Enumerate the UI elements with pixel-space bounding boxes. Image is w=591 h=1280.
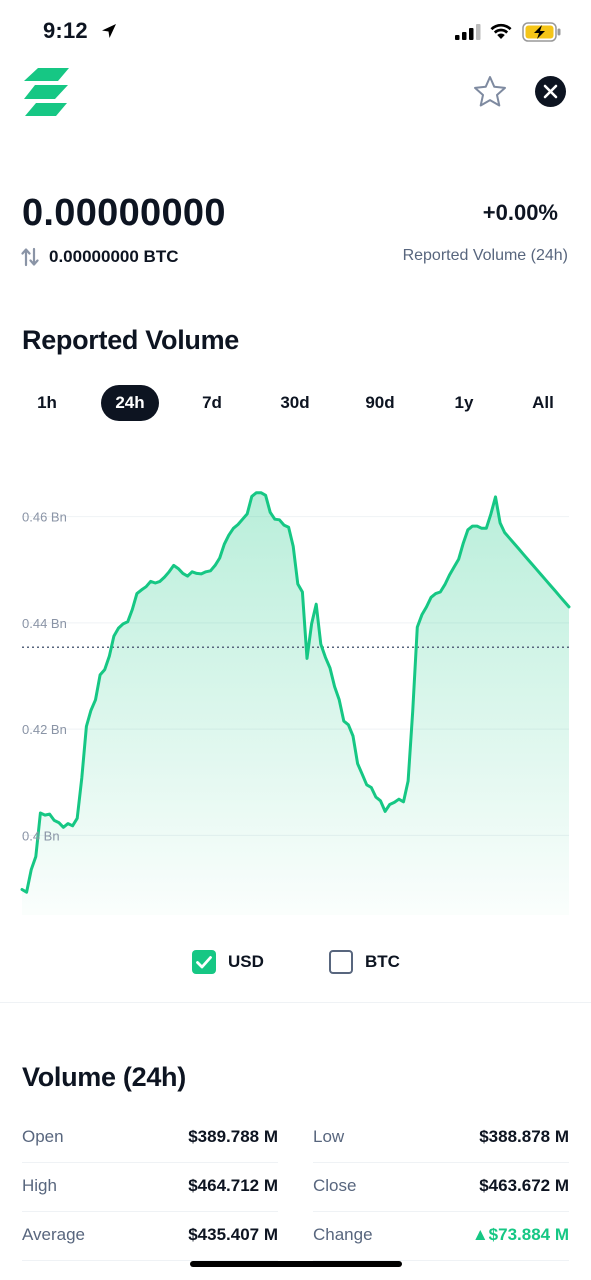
range-tab-1h[interactable]: 1h [37, 393, 57, 412]
close-icon [543, 84, 558, 99]
reported-volume-label: Reported Volume (24h) [402, 247, 568, 264]
btc-amount: 0.00000000 BTC [49, 247, 179, 266]
checkmark-icon [196, 956, 212, 969]
swap-arrows-icon[interactable] [21, 247, 39, 267]
stat-label: Close [313, 1176, 357, 1195]
change-percentage: +0.00% [482, 200, 558, 225]
stat-value: $388.878 M [479, 1127, 569, 1146]
chart-section-title: Reported Volume [22, 325, 240, 355]
legend-btc-toggle[interactable]: BTC [329, 948, 400, 976]
y-tick-label: 0.46 Bn [22, 510, 67, 525]
status-time: 9:12 [43, 18, 88, 43]
wifi-icon [490, 23, 512, 39]
stat-value: $463.672 M [479, 1176, 569, 1195]
stat-value-change: ▲$73.884 M [471, 1225, 569, 1244]
y-tick-label: 0.4 Bn [22, 828, 60, 843]
star-icon [474, 76, 506, 107]
range-tab-24h[interactable]: 24h [101, 385, 159, 421]
converted-amount: 0.00000000 [22, 192, 226, 234]
chart-series-line [20, 491, 571, 894]
range-tab-1y[interactable]: 1y [454, 393, 474, 412]
y-tick-label: 0.42 Bn [22, 722, 67, 737]
stat-value: $435.407 M [188, 1225, 278, 1244]
status-bar: 9:12 [0, 0, 591, 62]
stat-row-open: Open $389.788 M [22, 1115, 278, 1163]
favorite-button[interactable] [472, 74, 508, 110]
legend-btc-label: BTC [365, 952, 400, 971]
stat-row-low: Low $388.878 M [313, 1115, 569, 1163]
usd-checkbox[interactable] [192, 950, 216, 974]
brand-lightning-logo [24, 68, 69, 116]
cellular-signal-icon [455, 24, 481, 40]
stat-value: $464.712 M [188, 1176, 278, 1195]
location-arrow-icon [102, 24, 116, 38]
btc-checkbox[interactable] [329, 950, 353, 974]
legend-usd-toggle[interactable]: USD [192, 948, 264, 976]
legend-usd-label: USD [228, 952, 264, 971]
home-indicator [190, 1261, 402, 1267]
battery-charging-icon [522, 22, 561, 42]
volume-area-chart[interactable]: 0.46 Bn 0.44 Bn 0.42 Bn 0.4 Bn [0, 470, 591, 920]
stat-row-high: High $464.712 M [22, 1164, 278, 1212]
volume-section-title: Volume (24h) [22, 1062, 186, 1092]
range-tab-30d[interactable]: 30d [280, 393, 310, 412]
stat-label: Low [313, 1127, 345, 1146]
section-divider [0, 1002, 591, 1003]
stat-row-close: Close $463.672 M [313, 1164, 569, 1212]
stat-label: High [22, 1176, 57, 1195]
range-tab-90d[interactable]: 90d [365, 393, 395, 412]
range-tab-all[interactable]: All [532, 393, 554, 412]
range-tab-7d[interactable]: 7d [202, 393, 222, 412]
stat-label: Average [22, 1225, 86, 1244]
stat-row-change: Change ▲$73.884 M [313, 1213, 569, 1261]
y-tick-label: 0.44 Bn [22, 616, 67, 631]
stat-value: $389.788 M [188, 1127, 278, 1146]
stat-label: Open [22, 1127, 64, 1146]
stat-row-average: Average $435.407 M [22, 1213, 278, 1261]
stat-label: Change [313, 1225, 373, 1244]
close-button[interactable] [535, 76, 566, 107]
